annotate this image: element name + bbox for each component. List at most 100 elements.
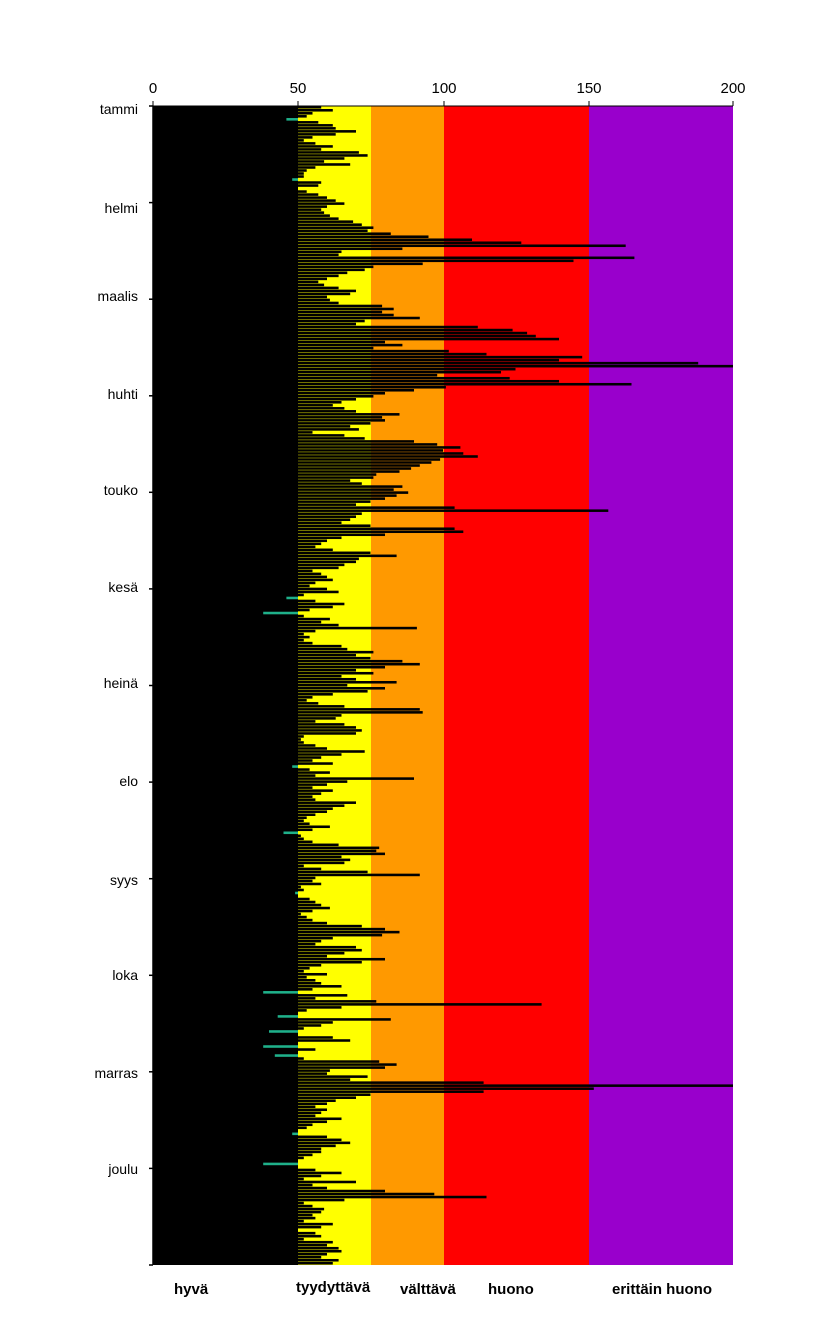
data-bar bbox=[153, 1153, 313, 1157]
data-bar bbox=[153, 888, 304, 892]
data-bar bbox=[153, 1063, 397, 1066]
data-bar bbox=[153, 190, 307, 193]
data-bar bbox=[153, 921, 327, 925]
data-bar bbox=[153, 795, 313, 798]
data-bar bbox=[263, 611, 298, 615]
data-bar bbox=[153, 328, 513, 332]
data-bar bbox=[153, 837, 304, 841]
data-bar bbox=[153, 617, 330, 621]
data-bar bbox=[153, 1174, 322, 1178]
data-bar bbox=[153, 1165, 298, 1169]
band-label-valttava: välttävä bbox=[400, 1281, 457, 1298]
data-bar bbox=[153, 292, 351, 296]
data-bar bbox=[153, 557, 359, 561]
data-bar bbox=[153, 1195, 487, 1199]
data-bar bbox=[153, 488, 394, 491]
data-bar bbox=[153, 271, 348, 275]
band-label-hyva: hyvä bbox=[174, 1281, 209, 1298]
data-bar bbox=[153, 677, 356, 681]
data-bar bbox=[153, 416, 383, 419]
data-bar bbox=[153, 656, 371, 660]
data-bar bbox=[153, 1087, 594, 1090]
data-bar bbox=[153, 948, 362, 952]
data-bar bbox=[153, 741, 304, 744]
data-bar bbox=[153, 1069, 330, 1072]
data-bar bbox=[153, 1126, 307, 1130]
data-bar bbox=[283, 831, 298, 835]
data-bar bbox=[153, 479, 351, 482]
data-bar bbox=[153, 112, 313, 115]
data-bar bbox=[153, 711, 423, 714]
data-bar bbox=[153, 945, 356, 949]
data-bar bbox=[153, 687, 385, 690]
data-bar bbox=[153, 452, 464, 455]
data-bar bbox=[153, 930, 400, 934]
data-bar bbox=[153, 994, 348, 997]
data-bar bbox=[153, 939, 322, 943]
data-bar bbox=[153, 202, 345, 205]
data-bar bbox=[153, 602, 345, 606]
data-bar bbox=[153, 575, 327, 579]
data-bar bbox=[153, 647, 348, 651]
data-bar bbox=[153, 148, 322, 151]
data-bar bbox=[153, 349, 449, 353]
data-bar bbox=[153, 343, 403, 347]
data-bar bbox=[153, 659, 403, 663]
data-bar bbox=[153, 304, 383, 308]
data-bar bbox=[153, 726, 356, 729]
data-bar bbox=[153, 801, 356, 804]
data-bar bbox=[153, 608, 310, 612]
data-bar bbox=[153, 662, 420, 666]
data-bar bbox=[153, 593, 304, 597]
data-bar bbox=[153, 714, 342, 717]
data-bar bbox=[153, 750, 365, 753]
data-bar bbox=[153, 440, 414, 443]
data-bar bbox=[153, 367, 516, 371]
data-bar bbox=[153, 702, 319, 705]
data-bar bbox=[153, 253, 339, 257]
data-bar bbox=[153, 783, 327, 786]
data-bar bbox=[263, 1162, 298, 1166]
data-bar bbox=[269, 1030, 298, 1033]
data-bar bbox=[153, 385, 446, 389]
data-bar bbox=[153, 428, 359, 431]
data-bar bbox=[153, 500, 371, 503]
data-bar bbox=[153, 756, 322, 759]
data-bar bbox=[153, 434, 345, 437]
data-bar bbox=[153, 1003, 542, 1006]
data-bar bbox=[153, 358, 559, 362]
month-label-loka: loka bbox=[112, 967, 138, 983]
data-bar bbox=[153, 187, 298, 190]
data-bar bbox=[153, 136, 313, 139]
data-bar bbox=[153, 1018, 391, 1021]
data-bar bbox=[153, 518, 351, 521]
data-bar bbox=[153, 566, 339, 570]
data-bar bbox=[153, 683, 348, 687]
data-bar bbox=[153, 1099, 336, 1102]
data-bar bbox=[153, 1117, 342, 1121]
data-bar bbox=[153, 322, 356, 326]
data-bar bbox=[153, 1237, 304, 1241]
data-bar bbox=[153, 623, 339, 627]
data-bar bbox=[153, 885, 301, 889]
data-bar bbox=[153, 1042, 298, 1045]
data-bar bbox=[153, 515, 356, 518]
data-bar bbox=[153, 644, 342, 648]
data-bar bbox=[153, 298, 330, 302]
data-bar bbox=[153, 401, 342, 404]
data-bar bbox=[153, 693, 333, 696]
data-bar bbox=[153, 1225, 322, 1229]
month-label-maalis: maalis bbox=[98, 288, 138, 304]
data-bar bbox=[153, 1150, 322, 1154]
data-bar bbox=[153, 933, 383, 937]
data-bar bbox=[153, 247, 403, 251]
data-bar bbox=[292, 178, 298, 181]
data-bar bbox=[153, 491, 409, 494]
data-bar bbox=[153, 1147, 322, 1151]
data-bar bbox=[153, 918, 313, 922]
data-bar bbox=[153, 912, 301, 916]
data-bar bbox=[153, 668, 356, 672]
data-bar bbox=[153, 729, 362, 732]
data-bar bbox=[153, 1231, 316, 1235]
data-bar bbox=[153, 154, 368, 157]
